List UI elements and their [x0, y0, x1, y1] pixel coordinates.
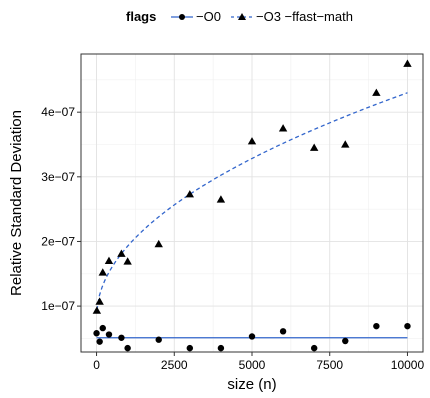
data-point-o0	[155, 336, 162, 343]
data-point-o3	[278, 124, 288, 132]
data-point-o0	[248, 333, 256, 340]
data-point-o3	[309, 143, 319, 151]
data-point-o0	[93, 330, 100, 337]
x-axis-ticks: 0 2500 5000 7500 10000	[93, 352, 424, 372]
data-point-o3	[341, 140, 350, 148]
data-point-o3	[92, 306, 102, 314]
data-point-o0	[99, 324, 106, 332]
y-axis-title: Relative Standard Deviation	[8, 110, 25, 296]
legend: flags −O0 −O3 −ffast−math	[126, 9, 353, 24]
data-point-o0	[404, 322, 411, 330]
grid-major	[81, 54, 423, 352]
data-point-o0	[96, 338, 103, 345]
legend-title: flags	[126, 9, 156, 24]
series-o3-points	[92, 59, 412, 314]
x-tick-label: 10000	[391, 358, 425, 372]
legend-label-o0: −O0	[196, 9, 221, 24]
data-point-o0	[124, 344, 131, 352]
x-axis-title: size (n)	[227, 376, 276, 393]
data-point-o3	[98, 268, 107, 276]
data-point-o0	[279, 328, 287, 335]
x-tick-label: 5000	[239, 358, 266, 372]
legend-label-o3: −O3 −ffast−math	[256, 9, 353, 24]
y-tick-label: 3e−07	[41, 170, 75, 184]
data-point-o3	[247, 137, 257, 145]
fit-line-o3	[96, 92, 408, 311]
data-point-o0	[105, 331, 113, 338]
data-point-o0	[342, 337, 349, 345]
series-o0-points	[93, 322, 411, 352]
data-point-o0	[186, 344, 194, 352]
data-point-o3	[185, 190, 195, 198]
data-point-o3	[117, 249, 126, 257]
data-point-o0	[373, 322, 380, 330]
legend-marker-o3	[238, 13, 246, 20]
data-point-o0	[118, 334, 125, 341]
y-tick-label: 1e−07	[41, 299, 75, 313]
data-point-o3	[216, 195, 226, 203]
legend-marker-o0	[179, 14, 185, 20]
y-tick-label: 2e−07	[41, 234, 75, 248]
data-point-o0	[310, 344, 318, 352]
x-tick-label: 0	[93, 358, 100, 372]
x-tick-label: 7500	[316, 358, 343, 372]
data-point-o0	[217, 344, 225, 352]
y-axis-ticks: 1e−07 2e−07 3e−07 4e−07	[41, 105, 81, 313]
data-point-o3	[123, 257, 132, 265]
y-tick-label: 4e−07	[41, 105, 75, 119]
data-point-o3	[372, 88, 381, 96]
data-point-o3	[104, 256, 114, 265]
data-point-o3	[154, 239, 163, 248]
x-tick-label: 2500	[161, 358, 188, 372]
data-point-o3	[403, 59, 412, 67]
data-point-o3	[95, 297, 104, 305]
